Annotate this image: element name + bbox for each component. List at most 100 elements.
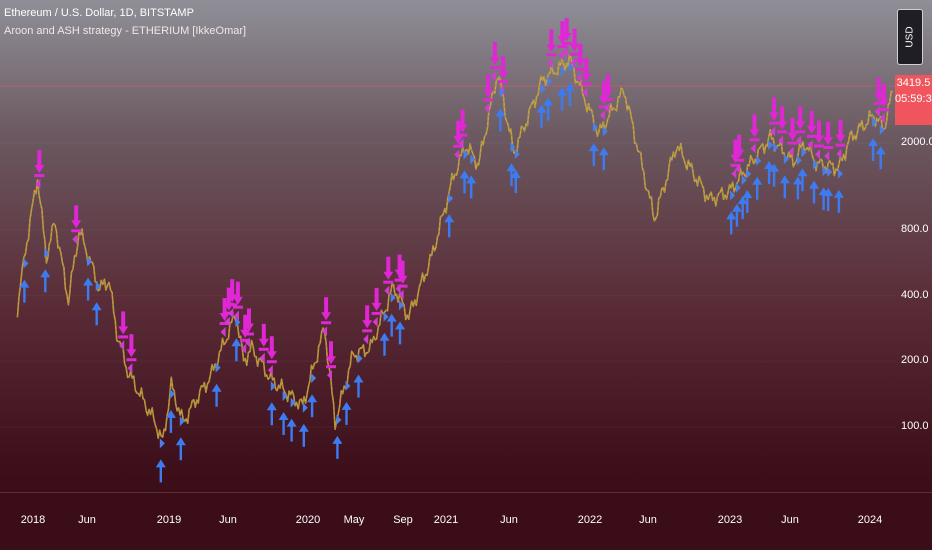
short-arrow-shaft (460, 109, 465, 126)
short-signal-arrow (734, 134, 745, 162)
long-arrow-shaft (215, 390, 218, 407)
short-exit-triangle (241, 343, 247, 354)
long-arrow-shaft (746, 197, 749, 213)
short-exit-triangle (788, 146, 794, 157)
long-arrow-head (91, 302, 102, 311)
long-signal-arrow (286, 418, 297, 442)
long-arrow-shaft (602, 154, 605, 171)
short-arrow-shaft (733, 139, 738, 156)
long-arrow-shaft (827, 195, 830, 211)
short-arrow-head (814, 135, 824, 144)
x-tick-label: 2019 (156, 514, 182, 526)
short-arrow-head (397, 275, 408, 284)
short-exit-triangle (244, 337, 250, 348)
short-arrow-shaft (584, 58, 589, 75)
long-arrow-shaft (290, 425, 293, 442)
short-signal-arrow (362, 305, 373, 333)
short-exit-triangle (224, 316, 230, 327)
long-arrow-head (742, 190, 753, 198)
long-arrow-shaft (796, 183, 800, 200)
short-arrow-bar (814, 144, 824, 148)
long-exit-triangle (730, 190, 736, 201)
short-arrow-head (118, 326, 129, 335)
short-signal-arrow (569, 28, 580, 56)
short-arrow-shaft (809, 110, 814, 127)
short-arrow-bar (266, 360, 277, 364)
short-arrow-bar (878, 108, 889, 112)
short-arrow-head (371, 302, 382, 311)
long-arrow-shaft (398, 328, 402, 345)
short-signal-arrow (483, 74, 494, 102)
short-arrow-head (383, 271, 394, 280)
long-signal-arrow (557, 87, 567, 111)
x-tick-label: 2020 (295, 514, 321, 526)
short-exit-triangle (119, 340, 125, 351)
short-arrow-bar (769, 121, 780, 125)
long-arrow-head (155, 459, 166, 468)
chart-title[interactable]: Ethereum / U.S. Dollar, 1D, BITSTAMP (4, 7, 194, 19)
long-arrow-shaft (302, 430, 305, 447)
long-arrow-head (737, 196, 748, 205)
short-arrow-head (581, 73, 592, 82)
short-arrow-bar (569, 52, 580, 56)
last-price-tag: 3419.5 05:59:36 (895, 75, 932, 125)
short-signal-arrow (118, 311, 129, 339)
short-arrow-head (546, 44, 557, 53)
long-arrow-shaft (560, 94, 564, 111)
price-chart[interactable] (0, 0, 895, 492)
long-arrow-shaft (730, 218, 733, 235)
short-signal-arrow (873, 77, 884, 105)
short-arrow-head (483, 89, 494, 98)
long-arrow-head (307, 394, 318, 403)
short-arrow-head (321, 312, 332, 321)
last-price-value: 3419.5 (896, 77, 931, 89)
long-signal-arrow (353, 374, 364, 398)
short-arrow-shaft (397, 254, 402, 271)
currency-button[interactable]: USD (897, 9, 923, 65)
long-arrow-shaft (95, 309, 98, 326)
short-arrow-shaft (374, 287, 379, 304)
long-signal-arrow (536, 104, 547, 128)
short-arrow-bar (232, 305, 243, 309)
long-exit-triangle (270, 381, 276, 392)
long-arrow-head (298, 423, 309, 432)
short-arrow-bar (371, 311, 382, 315)
short-arrow-shaft (790, 117, 795, 134)
long-exit-triangle (796, 155, 802, 166)
short-exit-triangle (484, 103, 490, 114)
long-signal-arrow (726, 211, 737, 235)
x-tick-label: 2024 (857, 514, 883, 526)
short-arrow-head (457, 124, 468, 133)
long-signal-arrow (731, 203, 742, 227)
x-tick-label: May (343, 514, 365, 526)
short-signal-arrow (835, 119, 846, 147)
long-arrow-head (797, 168, 808, 177)
short-arrow-bar (362, 329, 373, 333)
long-arrow-head (332, 435, 343, 444)
long-arrow-shaft (282, 419, 285, 435)
time-axis[interactable] (0, 492, 932, 550)
short-signal-arrow (814, 120, 824, 148)
short-signal-arrow (878, 84, 889, 112)
long-signal-arrow (211, 383, 222, 407)
long-exit-triangle (568, 61, 574, 72)
short-arrow-bar (575, 67, 586, 71)
long-exit-triangle (282, 390, 288, 401)
short-arrow-head (244, 323, 254, 332)
long-arrow-shaft (357, 381, 360, 398)
long-arrow-head (809, 180, 819, 189)
long-arrow-head (278, 412, 289, 420)
x-tick-label: Sep (393, 514, 413, 526)
long-signal-arrow (332, 435, 343, 459)
long-arrow-shaft (383, 339, 386, 356)
long-exit-triangle (756, 155, 762, 166)
short-signal-arrow (769, 97, 780, 125)
long-signal-arrow (444, 214, 455, 238)
long-arrow-shaft (345, 408, 348, 425)
indicator-title[interactable]: Aroon and ASH strategy - ETHERIUM [IkkeO… (4, 25, 247, 37)
long-arrow-shaft (735, 210, 739, 227)
short-arrow-head (362, 320, 373, 329)
price-axis[interactable] (895, 0, 932, 492)
long-exit-triangle (735, 182, 741, 193)
short-arrow-bar (219, 322, 230, 325)
